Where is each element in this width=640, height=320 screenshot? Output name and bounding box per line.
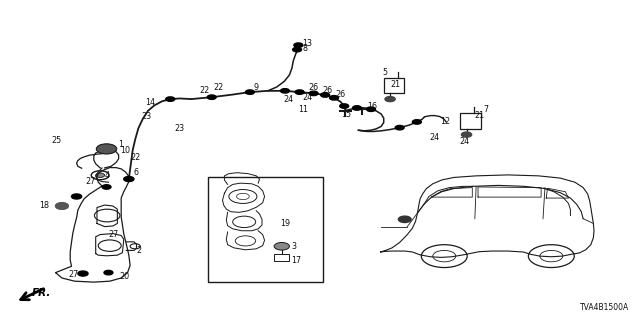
Circle shape <box>461 132 472 137</box>
Circle shape <box>330 96 339 100</box>
Text: 26: 26 <box>323 86 333 95</box>
Text: 11: 11 <box>298 105 308 114</box>
Circle shape <box>280 89 289 93</box>
Circle shape <box>102 185 111 189</box>
Text: 8: 8 <box>302 44 307 53</box>
Text: 26: 26 <box>335 90 346 99</box>
Bar <box>209 178 323 282</box>
Text: 20: 20 <box>119 272 129 281</box>
Circle shape <box>367 107 376 111</box>
Text: 27: 27 <box>68 270 79 279</box>
Circle shape <box>96 173 104 178</box>
Circle shape <box>295 90 304 94</box>
Text: 5: 5 <box>383 68 388 77</box>
Text: 10: 10 <box>120 146 130 155</box>
Text: 13: 13 <box>302 39 312 48</box>
Text: 27: 27 <box>108 230 118 239</box>
Text: 18: 18 <box>40 201 50 210</box>
Text: 21: 21 <box>474 111 484 120</box>
Text: TVA4B1500A: TVA4B1500A <box>580 303 629 312</box>
Circle shape <box>398 216 411 222</box>
Text: 24: 24 <box>302 93 312 102</box>
Text: 6: 6 <box>134 168 139 177</box>
Text: 14: 14 <box>145 98 155 107</box>
Text: 22: 22 <box>131 153 141 162</box>
Text: 25: 25 <box>51 136 61 145</box>
Circle shape <box>246 90 254 94</box>
Circle shape <box>78 271 88 276</box>
Circle shape <box>292 47 301 52</box>
Circle shape <box>166 97 175 101</box>
Circle shape <box>97 144 116 154</box>
Text: 23: 23 <box>141 112 152 121</box>
Circle shape <box>207 95 216 100</box>
Bar <box>274 254 289 260</box>
Text: 27: 27 <box>86 177 96 186</box>
Circle shape <box>353 106 362 110</box>
Text: 16: 16 <box>367 102 377 111</box>
Text: 3: 3 <box>291 242 296 251</box>
Text: 17: 17 <box>291 256 301 265</box>
Circle shape <box>104 270 113 275</box>
Text: 19: 19 <box>280 219 290 228</box>
Text: 12: 12 <box>440 117 450 126</box>
Circle shape <box>294 43 303 47</box>
Text: 24: 24 <box>283 95 293 104</box>
Text: 24: 24 <box>429 133 440 142</box>
Bar <box>384 77 404 93</box>
Circle shape <box>309 91 318 96</box>
Text: 21: 21 <box>390 80 400 89</box>
Text: 2: 2 <box>136 246 141 255</box>
Circle shape <box>412 120 421 124</box>
Text: 1: 1 <box>118 140 123 149</box>
Text: 7: 7 <box>483 105 488 114</box>
Text: 4: 4 <box>104 171 109 180</box>
Text: 26: 26 <box>308 83 319 92</box>
Circle shape <box>72 194 82 199</box>
Circle shape <box>385 97 395 102</box>
Circle shape <box>321 93 330 97</box>
Circle shape <box>395 125 404 130</box>
Bar <box>460 113 481 129</box>
Text: 22: 22 <box>199 86 209 95</box>
Text: 22: 22 <box>213 83 223 92</box>
Text: 23: 23 <box>175 124 185 133</box>
Circle shape <box>340 104 349 108</box>
Text: 9: 9 <box>253 83 258 92</box>
Circle shape <box>124 177 134 181</box>
Circle shape <box>56 203 68 209</box>
Text: 24: 24 <box>459 137 469 146</box>
Text: FR.: FR. <box>32 288 51 298</box>
Text: 15: 15 <box>341 110 351 119</box>
Circle shape <box>274 243 289 250</box>
